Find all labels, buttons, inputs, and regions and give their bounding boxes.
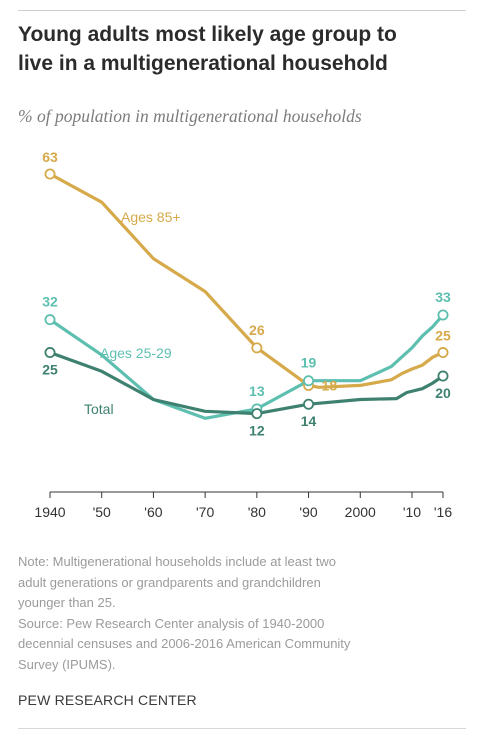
marker-ages-25-29-1940 [44,314,56,326]
note-line-2: adult generations or grandparents and gr… [18,574,321,590]
marker-total-1990 [303,398,315,410]
x-axis: 1940 '50 '60 '70 '80 '90 2000 '10 '16 [34,491,452,520]
x-tick-label-2010: '10 [403,504,421,520]
data-label-ages-85-1940: 63 [42,149,58,165]
series-label-ages-85: Ages 85+ [121,209,181,225]
x-tick-label-2016: '16 [434,504,452,520]
data-label-ages-85-2016: 25 [435,328,451,344]
top-divider [18,10,466,11]
series-label-total: Total [84,401,114,417]
x-tick-label-2000: 2000 [345,504,376,520]
note-line-6: Survey (IPUMS). [18,656,116,672]
note-line-1: Note: Multigenerational households inclu… [18,554,336,569]
note-line-4: Source: Pew Research Center analysis of … [18,615,325,631]
data-label-ages-25-29-1940: 32 [42,294,58,310]
marker-total-2016 [437,370,449,382]
marker-ages-85-1980 [251,342,263,354]
data-label-total-2016: 20 [435,385,451,401]
chart-title: Young adults most likely age group to li… [18,20,488,78]
chart-note: Note: Multigenerational households inclu… [18,552,488,675]
data-label-total-1980: 12 [249,423,265,439]
marker-ages-85-2016 [437,347,449,359]
series-layer [44,168,449,420]
note-line-3: younger than 25. [18,595,116,610]
source-org: PEW RESEARCH CENTER [18,692,197,708]
data-label-ages-25-29-1980: 13 [249,383,265,399]
x-tick-label-1960: '60 [144,504,162,520]
data-label-ages-85-1990: 18 [322,377,338,393]
series-line-total [48,350,445,416]
data-label-total-1990: 14 [301,413,317,429]
marker-total-1980 [251,408,263,420]
data-label-ages-25-29-1990: 19 [301,355,317,371]
data-label-total-1940: 25 [42,362,58,378]
marker-total-1940 [44,347,56,359]
line-chart: 63 26 18 25 Ages 85+ 32 13 19 33 Ages 25-29 25 12 14… [34,149,452,520]
marker-ages-85-1940 [44,168,56,180]
chart-title-line-2: live in a multigenerational household [18,52,388,75]
chart-title-line-1: Young adults most likely age group to [18,23,397,46]
marker-ages-25-29-2016 [437,309,449,321]
x-tick-label-1980: '80 [248,504,266,520]
x-tick-label-1990: '90 [299,504,317,520]
bottom-divider [18,728,466,729]
note-line-5: decennial censuses and 2006-2016 America… [18,636,351,651]
marker-ages-25-29-1990 [303,375,315,387]
chart-subtitle: % of population in multigenerational hou… [18,106,362,126]
series-line-ages-85 [48,172,445,389]
x-tick-label-1950: '50 [93,504,111,520]
data-label-ages-85-1980: 26 [249,322,265,338]
x-tick-label-1940: 1940 [34,504,65,520]
label-layer: 63 26 18 25 Ages 85+ 32 13 19 33 Ages 25-29 25 12 14… [42,149,451,439]
x-tick-label-1970: '70 [196,504,214,520]
data-label-ages-25-29-2016: 33 [435,289,451,305]
series-label-ages-25-29: Ages 25-29 [100,345,172,361]
